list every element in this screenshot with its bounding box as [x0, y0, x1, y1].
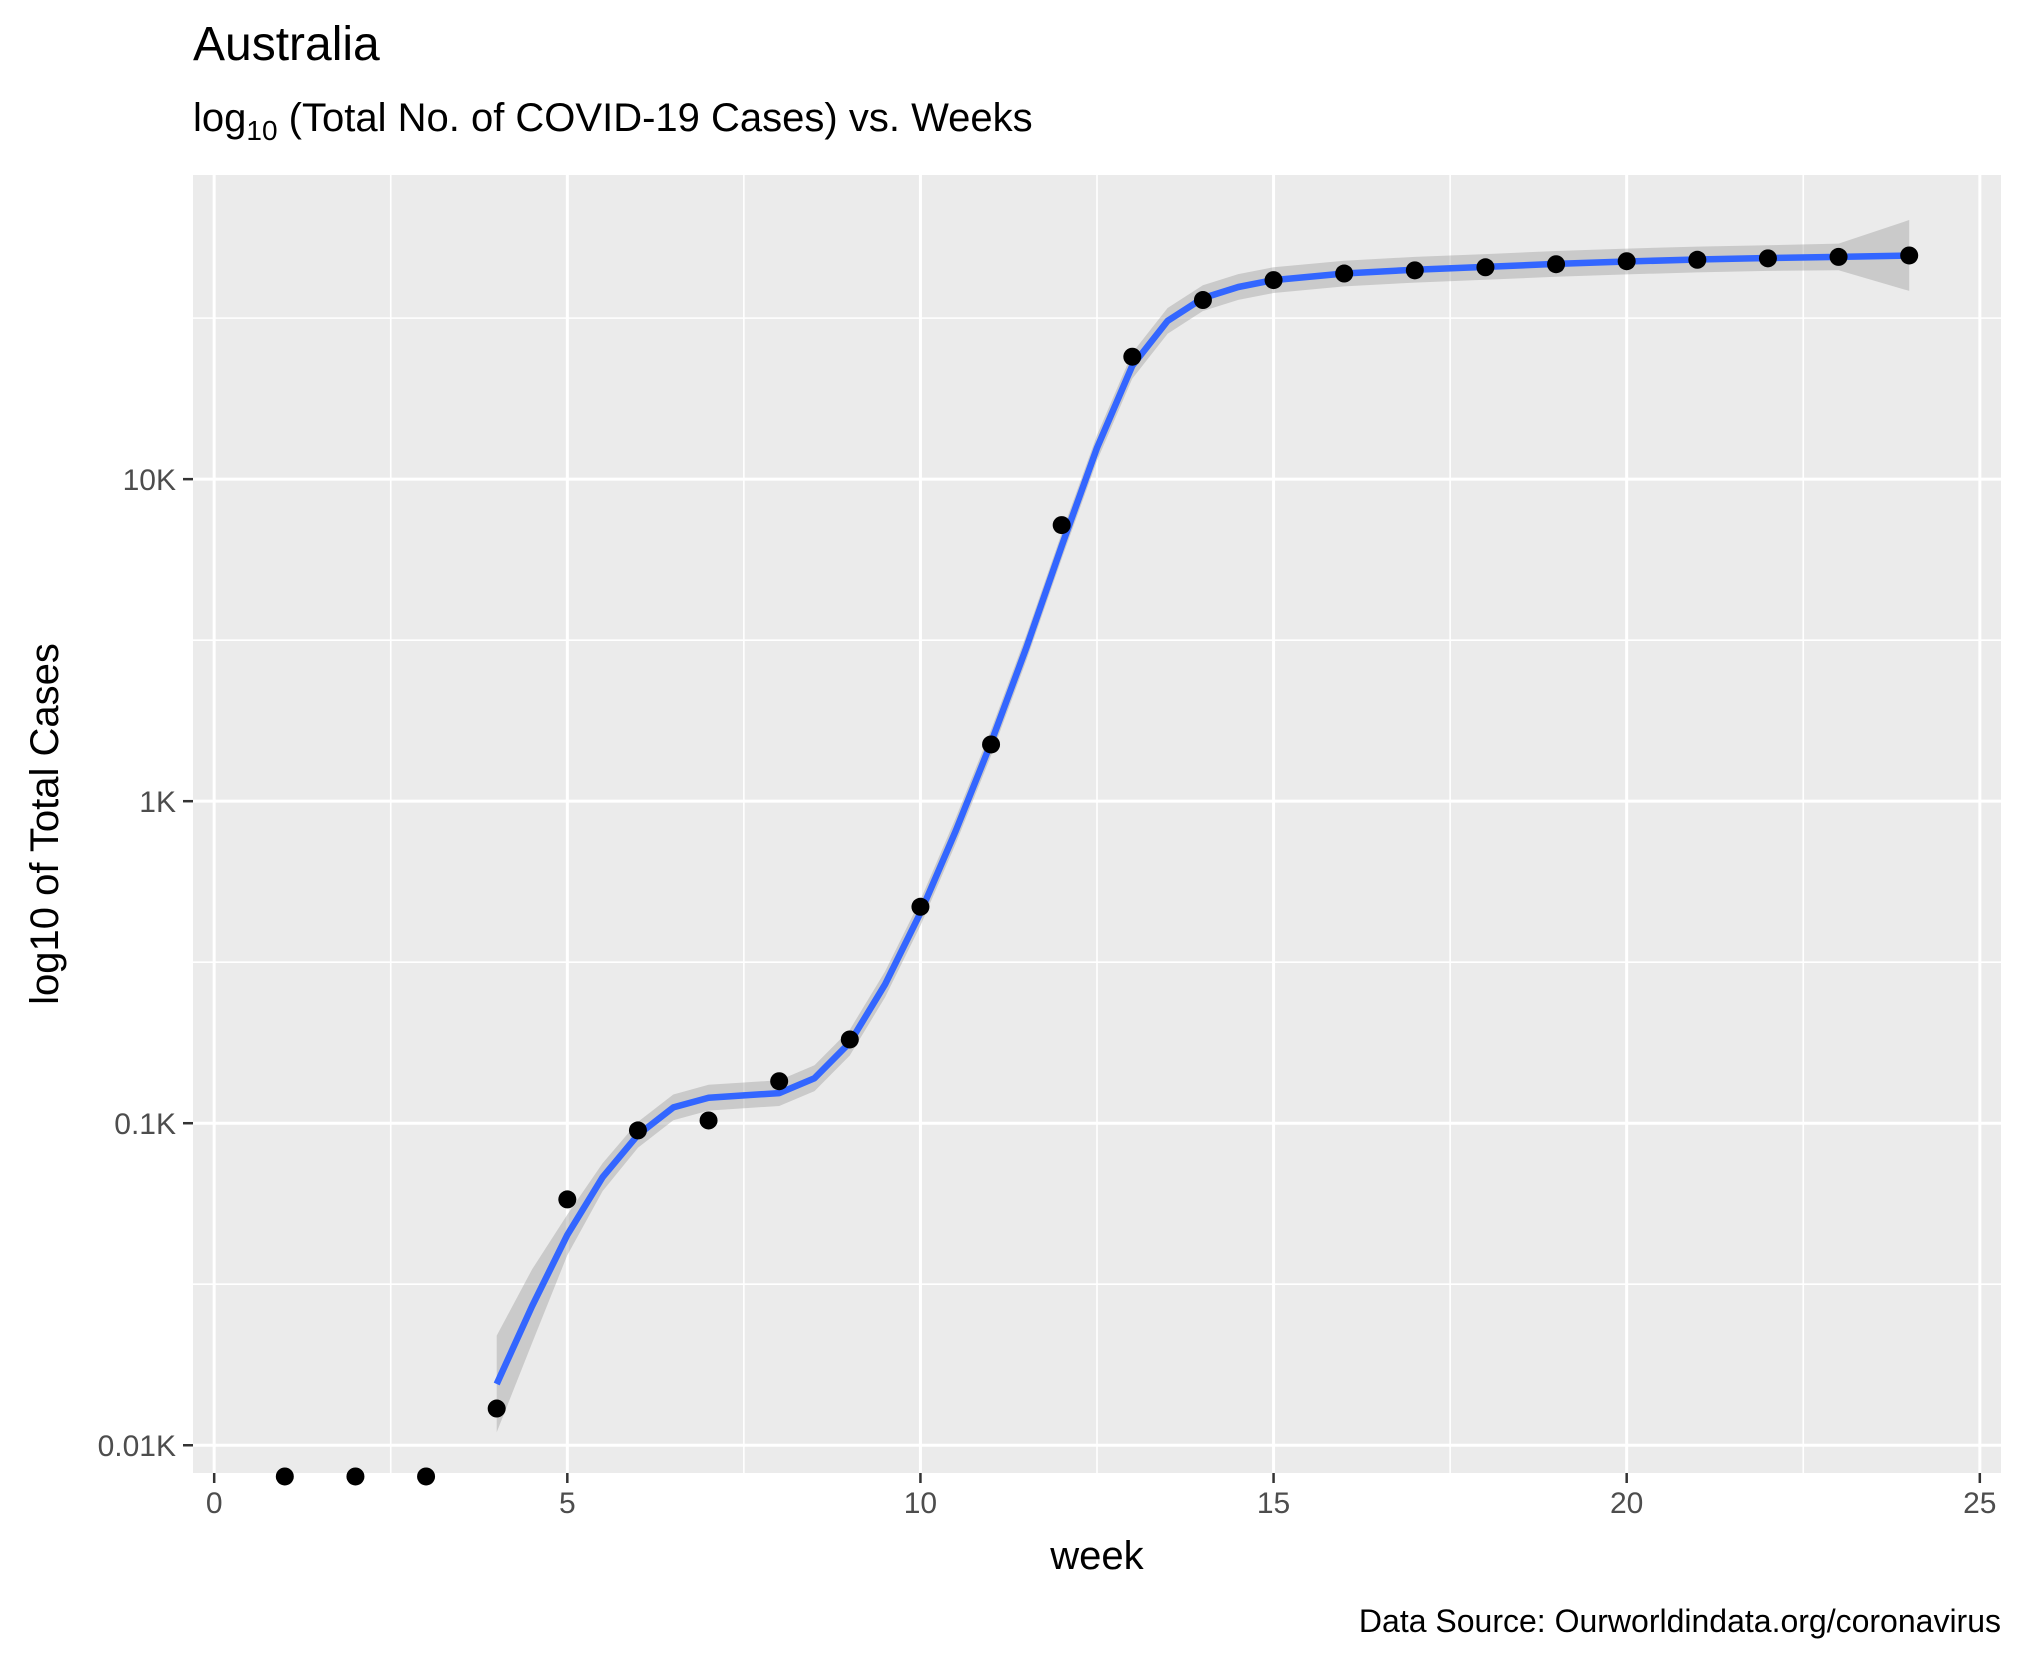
data-point — [1829, 247, 1848, 266]
chart-subtitle: log10 (Total No. of COVID-19 Cases) vs. … — [193, 96, 1033, 146]
subtitle-rest: (Total No. of COVID-19 Cases) vs. Weeks — [278, 96, 1033, 140]
y-tick-label: 10K — [123, 464, 176, 497]
y-axis: 0.01K 0.1K 1K 10K — [98, 464, 193, 1463]
x-tick-label: 10 — [904, 1487, 937, 1520]
y-tick-label: 1K — [139, 786, 176, 819]
data-point — [1476, 258, 1495, 277]
smooth-line — [493, 252, 1910, 1386]
data-point — [1758, 249, 1777, 268]
subtitle-log: log — [193, 96, 246, 140]
data-point — [1335, 264, 1354, 283]
y-tick-label: 0.01K — [98, 1430, 176, 1463]
data-point — [346, 1467, 365, 1486]
chart-title: Australia — [193, 18, 380, 71]
data-point — [982, 735, 1001, 754]
data-point — [1617, 252, 1636, 271]
data-point — [911, 897, 930, 916]
data-points — [275, 246, 1919, 1486]
subtitle-subscript: 10 — [246, 115, 277, 146]
x-tick-label: 5 — [559, 1487, 576, 1520]
data-point — [1900, 246, 1919, 265]
data-point — [770, 1072, 789, 1091]
data-point — [628, 1121, 647, 1140]
data-point — [417, 1467, 436, 1486]
x-tick-label: 20 — [1610, 1487, 1643, 1520]
data-point — [1547, 255, 1566, 274]
data-point — [840, 1030, 859, 1049]
data-point — [1123, 347, 1142, 366]
data-point — [1264, 271, 1283, 290]
data-point — [1405, 261, 1424, 280]
data-point — [558, 1190, 577, 1209]
grid-major — [193, 175, 2001, 1473]
x-axis-title: week — [1049, 1534, 1144, 1578]
y-tick-label: 0.1K — [114, 1108, 176, 1141]
grid-minor — [193, 175, 2001, 1473]
data-point — [275, 1467, 294, 1486]
y-axis-title: log10 of Total Cases — [23, 643, 67, 1005]
data-source-caption: Data Source: Ourworldindata.org/coronavi… — [1359, 1603, 2001, 1639]
x-tick-label: 15 — [1257, 1487, 1290, 1520]
data-point — [1052, 516, 1071, 535]
x-axis: 0 5 10 15 20 25 — [206, 1473, 1997, 1520]
data-point — [699, 1111, 718, 1130]
data-point — [1193, 291, 1212, 310]
x-tick-label: 0 — [206, 1487, 223, 1520]
data-point — [1688, 250, 1707, 269]
data-point — [487, 1399, 506, 1418]
x-tick-label: 25 — [1963, 1487, 1996, 1520]
